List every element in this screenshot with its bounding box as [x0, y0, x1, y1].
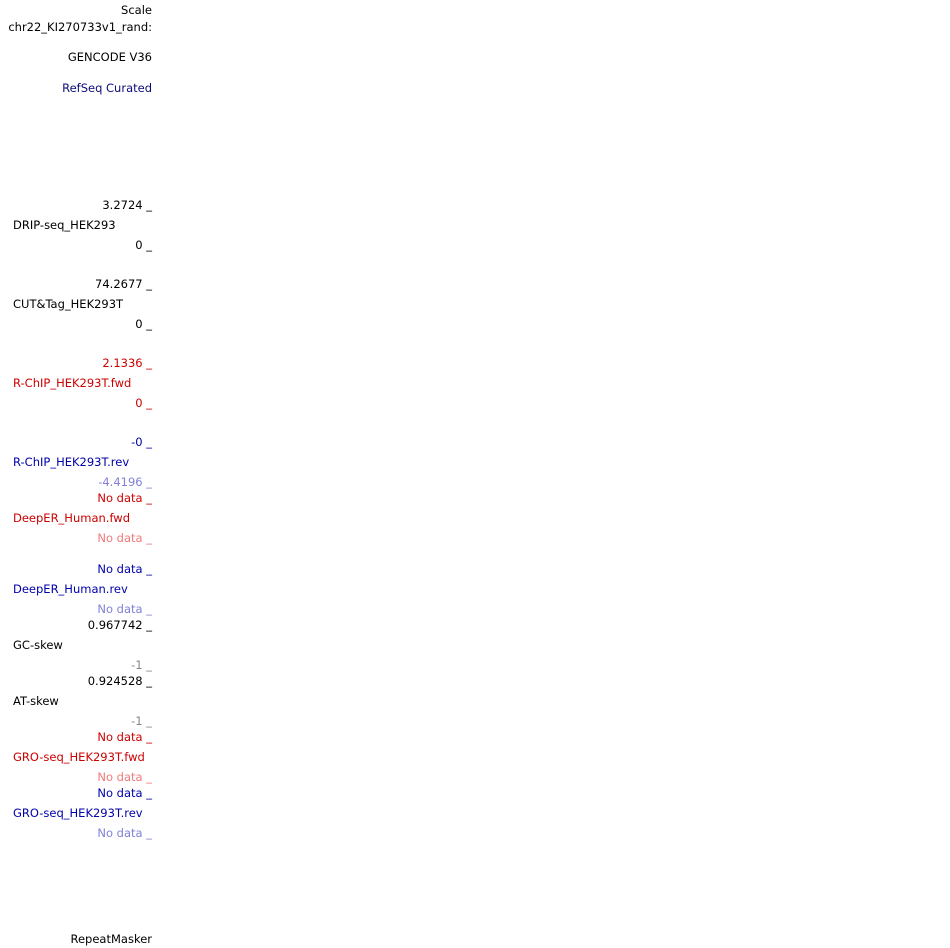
r-chip-fwd-track-label[interactable]: R-ChIP_HEK293T.fwd	[13, 376, 132, 390]
drip-seq-min-value: 0 _	[135, 238, 152, 252]
gro-seq-rev-max-value: No data _	[97, 786, 152, 800]
r-chip-rev-min-value: -4.4196 _	[98, 475, 152, 489]
gro-seq-rev-min-value: No data _	[97, 826, 152, 840]
r-chip-fwd-min-value: 0 _	[135, 396, 152, 410]
gro-seq-fwd-min-value: No data _	[97, 770, 152, 784]
cut-tag-max-value: 74.2677 _	[95, 277, 152, 291]
gro-seq-fwd-max-value: No data _	[97, 730, 152, 744]
scale-label: Scale	[121, 3, 152, 17]
gc-skew-min-value: -1 _	[131, 658, 152, 672]
deeper-fwd-max-value: No data _	[97, 491, 152, 505]
r-chip-rev-max-value: -0 _	[131, 435, 152, 449]
deeper-rev-min-value: No data _	[97, 602, 152, 616]
gc-skew-track-label[interactable]: GC-skew	[13, 638, 63, 652]
refseq-track-label[interactable]: RefSeq Curated	[62, 81, 152, 95]
gencode-track-label[interactable]: GENCODE V36	[67, 50, 152, 64]
repeatmasker-track-label[interactable]: RepeatMasker	[70, 932, 153, 946]
gc-skew-max-value: 0.967742 _	[87, 618, 152, 632]
at-skew-track-label[interactable]: AT-skew	[13, 694, 59, 708]
drip-seq-max-value: 3.2724 _	[102, 198, 152, 212]
at-skew-min-value: -1 _	[131, 714, 152, 728]
deeper-fwd-track-label[interactable]: DeepER_Human.fwd	[13, 511, 130, 525]
deeper-rev-max-value: No data _	[97, 562, 152, 576]
r-chip-rev-track-label[interactable]: R-ChIP_HEK293T.rev	[13, 455, 130, 469]
drip-seq-track-label[interactable]: DRIP-seq_HEK293	[13, 218, 116, 232]
gro-seq-rev-track-label[interactable]: GRO-seq_HEK293T.rev	[13, 806, 143, 820]
chromosome-label: chr22_KI270733v1_rand:	[8, 20, 152, 34]
cut-tag-track-label[interactable]: CUT&Tag_HEK293T	[13, 297, 124, 311]
gro-seq-fwd-track-label[interactable]: GRO-seq_HEK293T.fwd	[13, 750, 145, 764]
cut-tag-min-value: 0 _	[135, 317, 152, 331]
r-chip-fwd-max-value: 2.1336 _	[102, 356, 152, 370]
deeper-rev-track-label[interactable]: DeepER_Human.rev	[13, 582, 128, 596]
at-skew-max-value: 0.924528 _	[87, 674, 152, 688]
deeper-fwd-min-value: No data _	[97, 531, 152, 545]
